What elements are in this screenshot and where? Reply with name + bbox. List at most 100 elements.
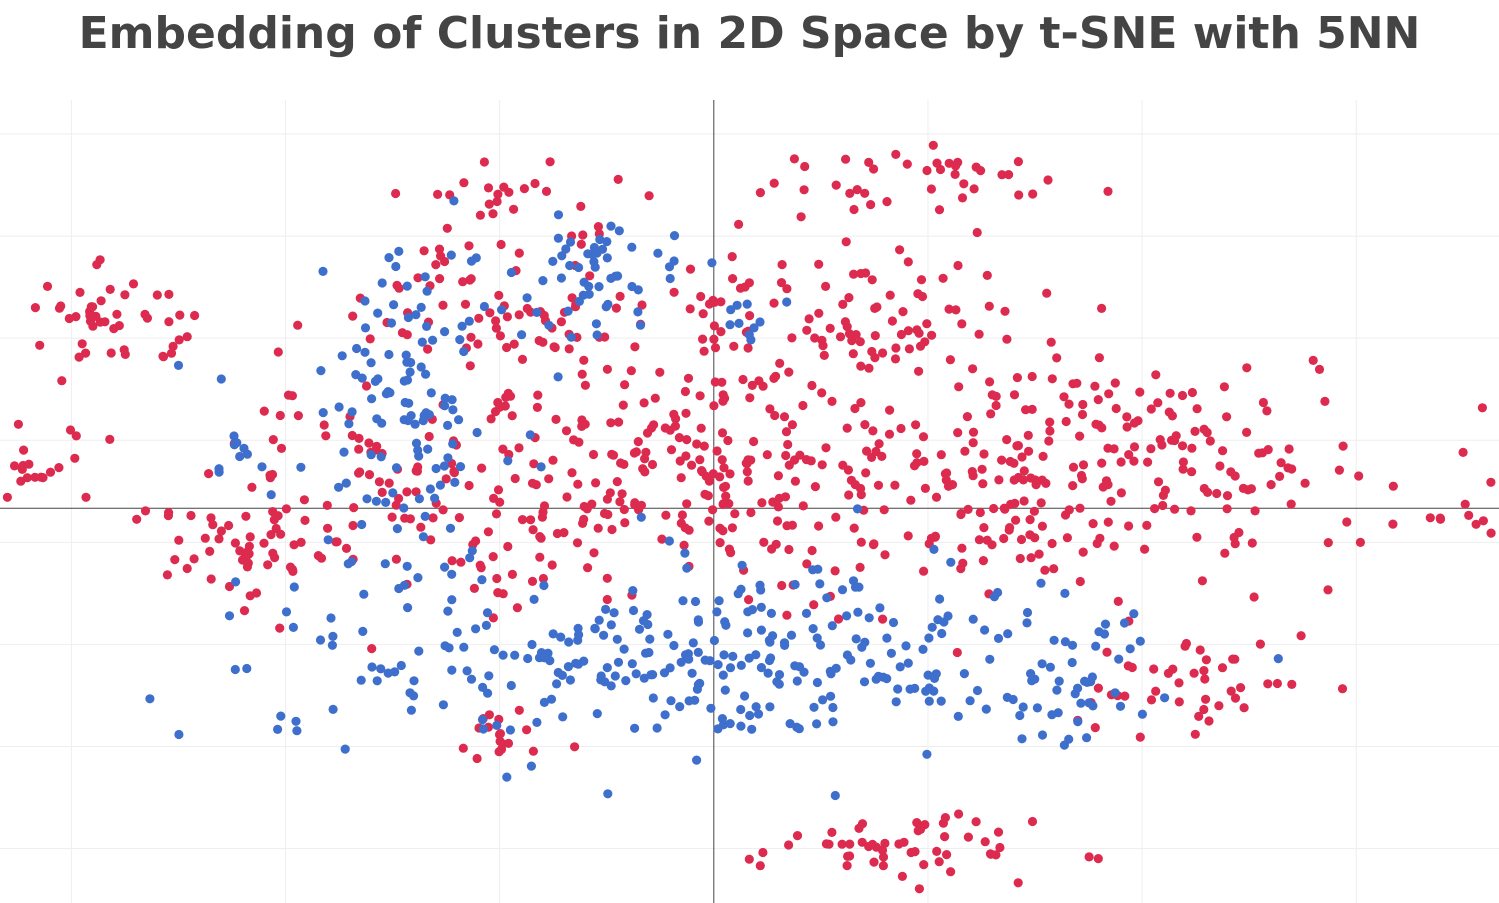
scatter-point: [699, 346, 709, 356]
scatter-point: [864, 363, 874, 373]
scatter-point: [985, 377, 995, 387]
scatter-point: [675, 702, 685, 712]
scatter-point: [878, 348, 888, 358]
scatter-point: [559, 528, 569, 538]
scatter-point: [708, 505, 718, 515]
scatter-point: [1111, 403, 1121, 414]
scatter-point: [1029, 506, 1039, 516]
scatter-point: [636, 500, 647, 510]
scatter-point: [438, 300, 448, 310]
scatter-point: [882, 633, 892, 643]
scatter-point: [1284, 444, 1294, 454]
scatter-point: [1110, 378, 1120, 388]
scatter-point: [360, 296, 370, 306]
scatter-point: [987, 540, 997, 550]
scatter-point: [1094, 353, 1104, 363]
scatter-point: [526, 761, 537, 771]
scatter-point: [698, 334, 708, 344]
scatter-point: [334, 402, 344, 412]
scatter-point: [19, 445, 29, 455]
scatter-point: [1022, 618, 1032, 628]
scatter-point: [1072, 378, 1082, 388]
scatter-point: [164, 317, 174, 327]
scatter-point: [224, 611, 235, 621]
scatter-point: [574, 262, 584, 273]
scatter-point: [957, 193, 968, 203]
scatter-point: [1038, 451, 1048, 461]
scatter-point: [709, 401, 719, 411]
scatter-point: [769, 298, 779, 308]
scatter-point: [734, 318, 744, 328]
scatter-point: [438, 505, 448, 515]
scatter-point: [612, 634, 622, 644]
scatter-point: [819, 350, 829, 360]
scatter-point: [1170, 504, 1180, 514]
scatter-point: [950, 169, 960, 179]
scatter-point: [565, 675, 576, 685]
scatter-point: [611, 303, 622, 313]
scatter-point: [504, 187, 514, 197]
scatter-point: [653, 248, 663, 258]
scatter-point: [809, 702, 819, 712]
scatter-point: [665, 273, 675, 284]
scatter-point: [784, 840, 794, 850]
scatter-point: [1017, 734, 1027, 744]
scatter-point: [936, 450, 946, 460]
scatter-point: [424, 431, 434, 442]
scatter-point: [737, 560, 747, 570]
scatter-point: [774, 670, 785, 680]
scatter-point: [705, 656, 715, 666]
scatter-point: [994, 475, 1004, 485]
scatter-point: [1168, 664, 1178, 674]
scatter-point: [491, 323, 501, 333]
scatter-point: [765, 404, 775, 414]
scatter-point: [1113, 596, 1123, 607]
scatter-point: [688, 638, 698, 648]
scatter-point: [477, 463, 487, 473]
scatter-point: [968, 438, 978, 448]
scatter-point: [112, 309, 122, 319]
scatter-point: [916, 275, 927, 285]
scatter-point: [343, 559, 353, 569]
scatter-point: [1043, 175, 1053, 185]
scatter-point: [440, 562, 450, 572]
scatter-point: [578, 230, 588, 240]
scatter-point: [81, 492, 91, 502]
grid-layer: [0, 100, 1499, 903]
scatter-point: [743, 628, 753, 638]
scatter-point: [464, 316, 474, 326]
scatter-point: [384, 253, 394, 263]
scatter-point: [631, 447, 642, 457]
scatter-point: [815, 640, 826, 650]
scatter-point: [765, 702, 775, 712]
scatter-point: [593, 222, 604, 232]
scatter-point: [483, 688, 493, 698]
scatter-point: [1272, 678, 1282, 689]
scatter-point: [1230, 693, 1241, 703]
scatter-point: [980, 837, 990, 847]
scatter-point: [730, 509, 740, 519]
scatter-point: [30, 472, 40, 482]
scatter-point: [440, 393, 450, 403]
scatter-point: [435, 274, 445, 284]
scatter-point: [1124, 521, 1134, 531]
scatter-point: [683, 373, 694, 383]
scatter-point: [695, 391, 705, 401]
scatter-point: [423, 344, 433, 354]
scatter-point: [1011, 515, 1021, 525]
scatter-point: [615, 291, 625, 301]
scatter-point: [893, 684, 903, 694]
scatter-point: [454, 513, 464, 523]
scatter-point: [801, 608, 812, 619]
scatter-point: [704, 476, 715, 486]
scatter-point: [1242, 427, 1252, 437]
scatter-point: [891, 149, 901, 159]
scatter-point: [630, 723, 640, 733]
scatter-point: [841, 154, 851, 164]
scatter-point: [376, 452, 386, 462]
scatter-point: [725, 320, 735, 330]
scatter-point: [158, 351, 168, 361]
scatter-point: [1119, 618, 1130, 628]
scatter-point: [572, 538, 583, 548]
scatter-point: [1023, 430, 1033, 440]
